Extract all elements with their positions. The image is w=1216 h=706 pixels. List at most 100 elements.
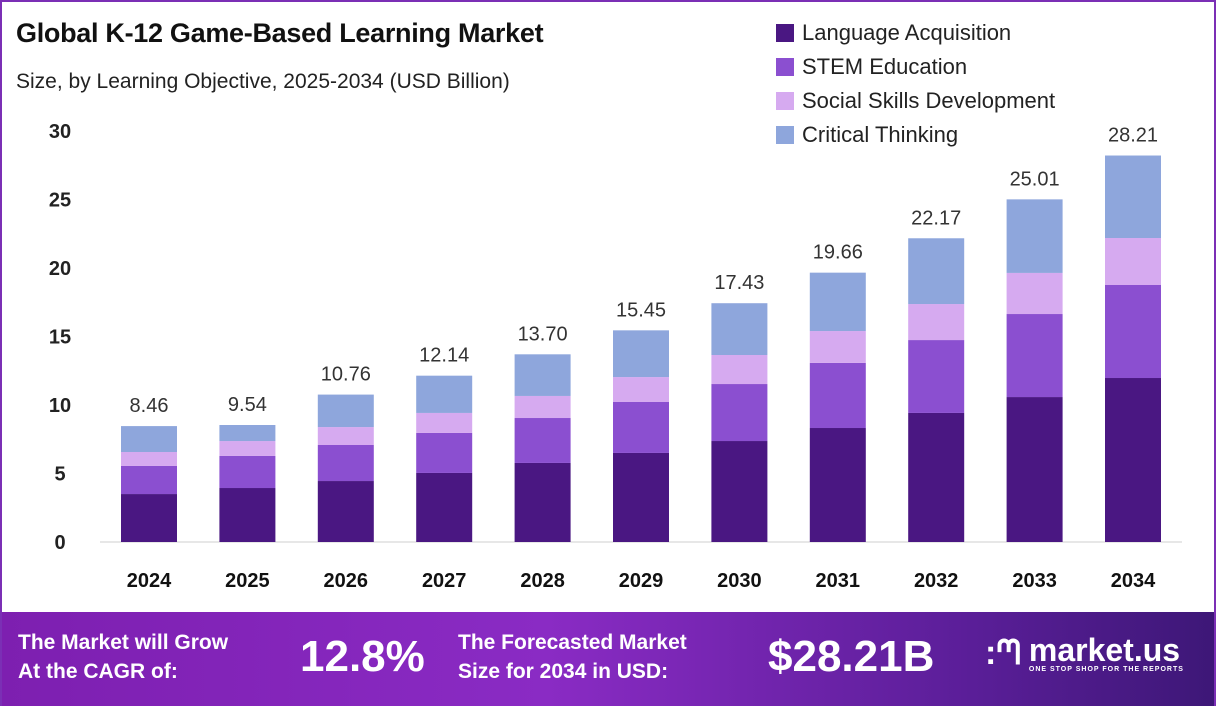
x-tick-label: 2029 — [619, 570, 664, 592]
x-tick-label: 2034 — [1111, 570, 1156, 592]
y-tick-label: 25 — [49, 190, 71, 212]
data-label-total: 15.45 — [616, 299, 666, 321]
bar-segment-language-acquisition — [711, 441, 768, 542]
legend-item: Language Acquisition — [776, 16, 1055, 50]
x-tick-label: 2032 — [914, 570, 959, 592]
bar-segment-stem-education — [1006, 314, 1063, 398]
forecast-label-line2: Size for 2034 in USD: — [458, 660, 669, 683]
bar-segment-critical-thinking — [1105, 155, 1161, 238]
cagr-label-line2: At the CAGR of: — [18, 660, 178, 683]
bar-segment-social-skills-development — [317, 427, 374, 446]
data-label-total: 22.17 — [911, 207, 961, 229]
bar-segment-social-skills-development — [514, 395, 571, 419]
footer-banner: The Market will Grow At the CAGR of: 12.… — [0, 612, 1216, 706]
bar-segment-language-acquisition — [514, 462, 571, 542]
x-tick-label: 2026 — [324, 570, 369, 592]
bar-segment-social-skills-development — [416, 412, 473, 433]
bar-segment-stem-education — [317, 445, 374, 482]
bar-segment-language-acquisition — [908, 412, 965, 542]
bar-segment-stem-education — [416, 432, 473, 473]
bar-segment-social-skills-development — [1105, 237, 1161, 285]
bar-segment-language-acquisition — [219, 488, 276, 542]
bar-segment-social-skills-development — [809, 331, 866, 363]
logo-tagline: ONE STOP SHOP FOR THE REPORTS — [1028, 666, 1184, 673]
y-tick-label: 30 — [49, 121, 71, 143]
data-label-total: 10.76 — [321, 364, 371, 386]
data-label-total: 8.46 — [130, 395, 169, 417]
bar-segment-social-skills-development — [613, 377, 669, 402]
logo-icon: :ᘉ — [985, 634, 1021, 672]
bar-segment-language-acquisition — [317, 481, 374, 542]
legend-swatch — [776, 58, 794, 76]
x-tick-label: 2033 — [1012, 570, 1057, 592]
bar-segment-stem-education — [613, 401, 669, 453]
bar-segment-critical-thinking — [1006, 199, 1063, 273]
bar-segment-critical-thinking — [416, 375, 473, 413]
bar-segment-social-skills-development — [219, 441, 276, 456]
legend: Language Acquisition STEM Education Social… — [776, 16, 1055, 152]
bar-segment-social-skills-development — [908, 304, 965, 341]
bar-segment-stem-education — [809, 362, 866, 429]
bar-segment-critical-thinking — [711, 303, 768, 355]
x-tick-label: 2025 — [225, 570, 270, 592]
chart-title: Global K-12 Game-Based Learning Market — [16, 18, 544, 48]
legend-item: Social Skills Development — [776, 84, 1055, 118]
bar-segment-critical-thinking — [809, 272, 866, 332]
legend-label: Critical Thinking — [802, 122, 959, 147]
y-tick-label: 0 — [54, 532, 65, 554]
data-label-total: 12.14 — [419, 345, 469, 367]
cagr-value: 12.8% — [300, 632, 425, 681]
legend-item: STEM Education — [776, 50, 1055, 84]
bar-segment-language-acquisition — [613, 452, 669, 542]
data-label-total: 19.66 — [813, 242, 863, 264]
legend-label: Language Acquisition — [802, 20, 1012, 45]
bar-segment-social-skills-development — [1006, 272, 1063, 315]
legend-swatch — [776, 24, 794, 42]
bar-segment-language-acquisition — [416, 472, 473, 542]
bar-segment-stem-education — [1105, 284, 1161, 379]
cagr-label-line1: The Market will Grow — [18, 631, 229, 654]
logo-name: market.us — [1028, 632, 1181, 668]
bar-segment-stem-education — [121, 465, 177, 495]
bar-segment-stem-education — [711, 384, 768, 442]
cagr-label: The Market will Grow At the CAGR of: — [18, 628, 228, 686]
bar-segment-language-acquisition — [121, 494, 177, 542]
data-label-total: 9.54 — [228, 394, 267, 416]
y-tick-label: 15 — [49, 327, 71, 349]
stacked-bar-chart: 0510152025308.4620249.54202510.76202612.… — [49, 121, 1182, 592]
y-tick-label: 20 — [49, 258, 71, 280]
bar-segment-critical-thinking — [908, 238, 965, 305]
data-label-total: 25.01 — [1010, 168, 1060, 190]
bar-segment-language-acquisition — [1105, 378, 1161, 542]
forecast-value: $28.21B — [768, 632, 935, 681]
x-tick-label: 2027 — [422, 570, 467, 592]
data-label-total: 28.21 — [1108, 125, 1158, 147]
x-tick-label: 2024 — [127, 570, 172, 592]
market-us-logo: :ᘉ market.us ONE STOP SHOP FOR THE REPOR… — [985, 634, 1184, 673]
bar-segment-critical-thinking — [317, 394, 374, 428]
data-label-total: 13.70 — [518, 323, 568, 345]
x-tick-label: 2031 — [816, 570, 861, 592]
x-tick-label: 2030 — [717, 570, 762, 592]
bar-segment-language-acquisition — [809, 428, 866, 542]
forecast-label-line1: The Forecasted Market — [458, 631, 687, 654]
bar-segment-critical-thinking — [613, 330, 669, 378]
forecast-label: The Forecasted Market Size for 2034 in U… — [458, 628, 687, 686]
chart-subtitle: Size, by Learning Objective, 2025-2034 (… — [16, 70, 510, 93]
bar-segment-language-acquisition — [1006, 397, 1063, 542]
y-tick-label: 5 — [54, 464, 65, 486]
legend-swatch — [776, 126, 794, 144]
x-tick-label: 2028 — [520, 570, 565, 592]
bar-segment-critical-thinking — [514, 354, 571, 396]
legend-item: Critical Thinking — [776, 118, 1055, 152]
bar-segment-social-skills-development — [711, 354, 768, 385]
bar-segment-critical-thinking — [121, 426, 177, 452]
bar-segment-stem-education — [219, 455, 276, 489]
bar-segment-critical-thinking — [219, 425, 276, 442]
legend-swatch — [776, 92, 794, 110]
bar-segment-social-skills-development — [121, 451, 177, 466]
legend-label: STEM Education — [802, 54, 968, 79]
bar-segment-stem-education — [514, 418, 571, 463]
y-tick-label: 10 — [49, 395, 71, 417]
data-label-total: 17.43 — [714, 272, 764, 294]
